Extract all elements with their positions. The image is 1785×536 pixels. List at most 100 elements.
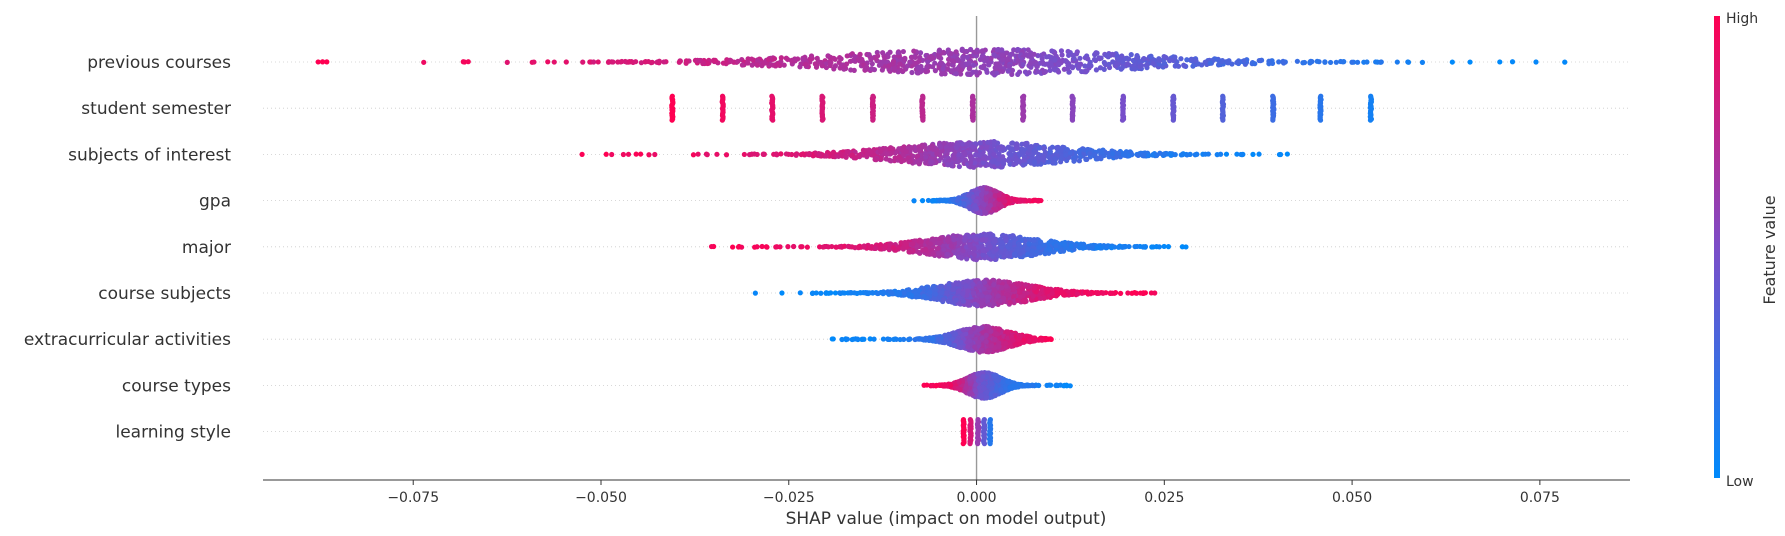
shap-point: [886, 63, 892, 69]
shap-point: [1025, 52, 1031, 58]
shap-point: [1138, 62, 1145, 69]
shap-point: [1026, 241, 1032, 247]
shap-point: [936, 250, 942, 257]
shap-point: [859, 56, 865, 63]
shap-point: [986, 302, 993, 308]
shap-point: [880, 290, 887, 296]
shap-point: [919, 197, 926, 204]
shap-point: [1015, 58, 1021, 64]
shap-point: [941, 246, 947, 253]
shap-point: [996, 192, 1002, 198]
shap-point: [1030, 293, 1036, 299]
shap-point: [609, 151, 615, 158]
shap-point: [676, 59, 682, 65]
shap-point: [720, 60, 726, 66]
shap-point: [970, 62, 977, 68]
shap-point: [1394, 59, 1400, 65]
shap-point: [1134, 55, 1140, 61]
shap-point: [869, 61, 875, 67]
shap-point: [838, 151, 844, 157]
shap-point: [960, 298, 966, 304]
shap-point: [1124, 61, 1131, 67]
shap-point: [910, 241, 916, 247]
shap-point: [1314, 58, 1320, 64]
shap-point: [950, 286, 956, 292]
shap-point: [1069, 117, 1076, 123]
shap-point: [1029, 248, 1035, 254]
shap-point: [964, 48, 970, 55]
shap-point: [775, 61, 781, 68]
shap-point: [1069, 290, 1075, 296]
shap-point: [953, 145, 960, 151]
shap-point: [1077, 245, 1083, 251]
shap-point: [861, 243, 867, 249]
shap-point: [759, 243, 765, 250]
shap-point: [1252, 61, 1258, 67]
shap-point: [997, 63, 1003, 69]
shap-point: [1065, 48, 1071, 55]
shap-point: [900, 152, 906, 158]
shap-point: [982, 47, 988, 53]
shap-point: [848, 67, 854, 73]
shap-point: [1035, 197, 1041, 204]
shap-point: [778, 55, 784, 61]
shap-point: [1467, 59, 1473, 65]
shap-point: [883, 156, 889, 162]
shap-point: [991, 282, 997, 288]
shap-point: [980, 247, 986, 254]
shap-point: [889, 150, 895, 156]
shap-point: [1065, 62, 1071, 68]
shap-point: [826, 290, 832, 296]
shap-point: [683, 58, 689, 64]
shap-point: [844, 148, 850, 155]
shap-point: [1101, 59, 1107, 66]
shap-point: [961, 200, 967, 207]
shap-point: [863, 289, 869, 296]
shap-point: [1021, 157, 1027, 163]
shap-point: [1214, 152, 1220, 158]
shap-point: [1052, 156, 1058, 162]
shap-point: [849, 336, 855, 343]
shap-point: [802, 61, 809, 67]
shap-point: [1020, 162, 1026, 168]
shap-point: [1079, 68, 1085, 75]
shap-point: [1333, 59, 1339, 65]
shap-point: [1053, 243, 1059, 249]
shap-point: [1143, 62, 1149, 68]
shap-point: [1141, 56, 1147, 62]
shap-point: [999, 240, 1005, 246]
shap-point: [1122, 55, 1129, 62]
feature-points: [669, 93, 1375, 123]
shap-point: [1006, 200, 1012, 206]
shap-point: [1015, 46, 1021, 53]
shap-point: [970, 144, 976, 150]
shap-point: [1172, 152, 1178, 158]
shap-point: [1024, 251, 1031, 257]
shap-point: [656, 58, 662, 64]
shap-point: [1008, 52, 1014, 58]
shap-point: [970, 194, 976, 200]
shap-point: [1115, 244, 1122, 250]
shap-point: [841, 290, 847, 296]
shap-point: [1066, 52, 1072, 58]
shap-point: [985, 155, 992, 161]
shap-point: [973, 236, 979, 242]
shap-point: [991, 52, 997, 58]
shap-point: [1022, 141, 1028, 147]
shap-point: [1036, 244, 1043, 250]
shap-point: [869, 289, 876, 296]
shap-point: [936, 240, 942, 246]
shap-point: [967, 153, 973, 159]
shap-point: [1060, 144, 1066, 150]
shap-point: [953, 49, 959, 55]
shap-point: [870, 117, 876, 123]
shap-point: [896, 154, 902, 160]
shap-point: [866, 147, 872, 153]
shap-point: [994, 47, 1000, 53]
shap-point: [1562, 59, 1568, 65]
shap-point: [932, 291, 939, 297]
shap-point: [1031, 51, 1037, 57]
shap-point: [938, 197, 945, 203]
shap-point: [626, 59, 633, 65]
